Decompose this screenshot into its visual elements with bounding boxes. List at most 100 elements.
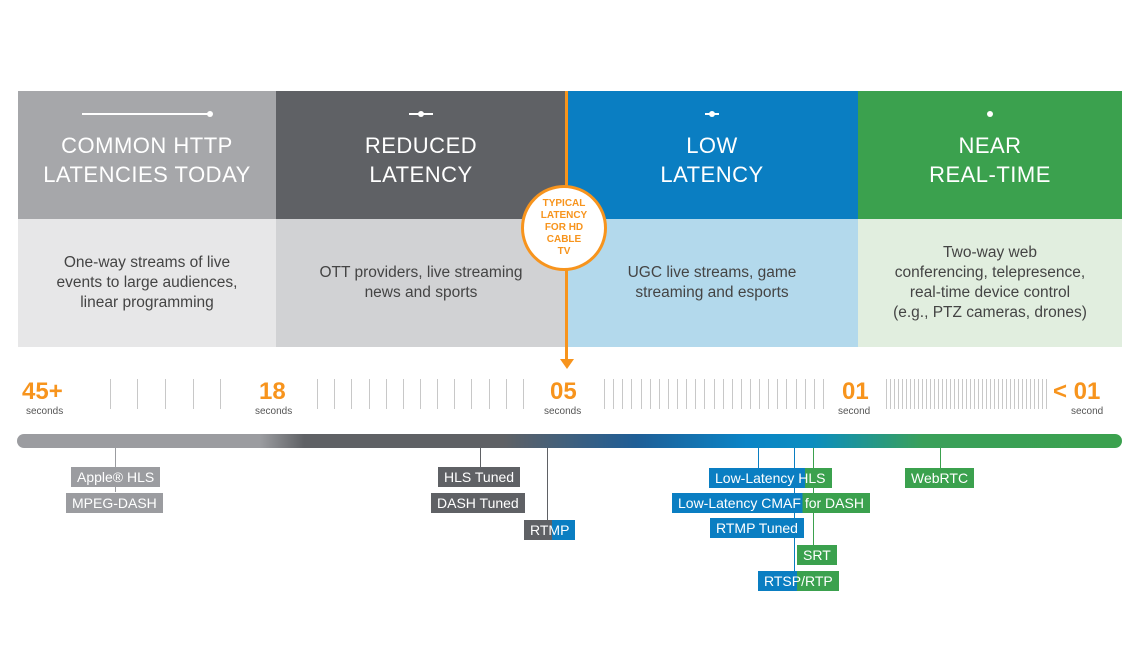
- scale-tick: [658, 379, 660, 409]
- column-header: NEAR REAL-TIME: [858, 91, 1122, 219]
- scale-tick: [990, 379, 991, 409]
- scale-tick: [640, 379, 642, 409]
- column-common-http: COMMON HTTP LATENCIES TODAY One-way stre…: [18, 91, 276, 347]
- scale-tick: [385, 379, 387, 409]
- scale-tick: [910, 379, 911, 409]
- column-low-latency: LOW LATENCY UGC live streams, game strea…: [566, 91, 858, 347]
- scale-tick: [1006, 379, 1007, 409]
- column-near-real-time: NEAR REAL-TIME Two-way web conferencing,…: [858, 91, 1122, 347]
- latency-gradient-bar: [17, 434, 1122, 448]
- scale-tick: [1010, 379, 1011, 409]
- scale-tick: [1038, 379, 1039, 409]
- scale-tick: [777, 379, 779, 409]
- scale-tick: [704, 379, 706, 409]
- scale-tick: [1014, 379, 1015, 409]
- scale-tick: [368, 379, 370, 409]
- scale-tick: [894, 379, 895, 409]
- scale-tick: [1034, 379, 1035, 409]
- scale-tick: [804, 379, 806, 409]
- protocol-dash-tuned: DASH Tuned: [431, 493, 525, 513]
- scale-tick: [622, 379, 624, 409]
- column-description: Two-way web conferencing, telepresence, …: [893, 244, 1087, 321]
- column-header: COMMON HTTP LATENCIES TODAY: [18, 91, 276, 219]
- scale-tick: [768, 379, 770, 409]
- scale-tick: [220, 379, 222, 409]
- scale-tick: [922, 379, 923, 409]
- scale-label-45: 45+: [22, 378, 63, 405]
- column-description: OTT providers, live streaming news and s…: [319, 264, 523, 301]
- column-body: OTT providers, live streaming news and s…: [276, 219, 566, 347]
- scale-tick: [1022, 379, 1023, 409]
- scale-tick: [505, 379, 507, 409]
- scale-tick: [631, 379, 633, 409]
- scale-tick: [930, 379, 931, 409]
- scale-tick: [471, 379, 473, 409]
- connector-line: [758, 448, 759, 468]
- scale-tick: [722, 379, 724, 409]
- scale-tick: [351, 379, 353, 409]
- scale-tick: [906, 379, 907, 409]
- scale-tick: [974, 379, 975, 409]
- scale-tick: [962, 379, 963, 409]
- column-description: UGC live streams, game streaming and esp…: [627, 264, 797, 301]
- column-title: LOW LATENCY: [660, 133, 764, 187]
- column-title: REDUCED LATENCY: [364, 133, 478, 187]
- scale-tick: [998, 379, 999, 409]
- column-header: LOW LATENCY: [566, 91, 858, 219]
- scale-tick: [420, 379, 421, 409]
- typical-latency-badge: TYPICAL LATENCY FOR HD CABLE TV: [521, 185, 607, 271]
- scale-tick: [488, 379, 490, 409]
- scale-unit: second: [1071, 406, 1104, 417]
- scale-unit: seconds: [26, 406, 64, 417]
- arrow-down-icon: [560, 359, 574, 369]
- scale-tick: [795, 379, 797, 409]
- scale-label-18: 18: [259, 378, 286, 405]
- connector-line: [480, 448, 481, 468]
- protocol-webrtc: WebRTC: [905, 468, 975, 488]
- scale-tick: [813, 379, 815, 409]
- scale-tick: [454, 379, 456, 409]
- scale-tick: [966, 379, 967, 409]
- scale-tick: [1002, 379, 1003, 409]
- scale-tick: [1026, 379, 1027, 409]
- scale-tick: [165, 379, 166, 409]
- protocol-rtsp-rtp: RTSP/RTP: [758, 571, 839, 591]
- column-body: One-way streams of live events to large …: [18, 219, 276, 347]
- scale-tick: [740, 379, 742, 409]
- scale-tick: [334, 379, 336, 409]
- connector-line: [940, 448, 941, 468]
- scale-tick: [822, 379, 824, 409]
- scale-tick: [886, 379, 887, 409]
- scale-tick: [522, 379, 524, 409]
- protocol-low-latency-hls: Low-Latency HLS: [709, 468, 832, 488]
- scale-tick: [890, 379, 891, 409]
- scale-tick: [914, 379, 915, 409]
- scale-label-lt-01: < 01: [1053, 378, 1101, 405]
- scale-tick: [950, 379, 951, 409]
- scale-tick: [677, 379, 679, 409]
- column-title: NEAR REAL-TIME: [929, 133, 1051, 187]
- scale-tick: [786, 379, 788, 409]
- scale-tick: [613, 379, 615, 409]
- scale-label-05: 05: [550, 378, 577, 405]
- column-body: UGC live streams, game streaming and esp…: [566, 219, 858, 347]
- scale-tick: [192, 379, 194, 409]
- scale-tick: [137, 379, 139, 409]
- scale-tick: [731, 379, 733, 409]
- scale-tick: [713, 379, 715, 409]
- scale-tick: [649, 379, 651, 409]
- protocol-rtmp: RTMP: [524, 520, 576, 540]
- protocol-low-latency-cmaf: Low-Latency CMAF for DASH: [672, 493, 870, 513]
- scale-tick: [946, 379, 947, 409]
- protocol-srt: SRT: [797, 545, 837, 565]
- scale-tick: [686, 379, 688, 409]
- scale-unit: seconds: [255, 406, 293, 417]
- scale-tick: [317, 379, 319, 409]
- scale-tick: [749, 379, 751, 409]
- protocol-hls-tuned: HLS Tuned: [438, 467, 521, 487]
- scale-tick: [994, 379, 995, 409]
- badge-text: TYPICAL LATENCY FOR HD CABLE TV: [540, 198, 588, 257]
- protocol-apple-hls: Apple® HLS: [71, 467, 161, 487]
- scale-tick: [958, 379, 959, 409]
- column-description: One-way streams of live events to large …: [56, 254, 238, 311]
